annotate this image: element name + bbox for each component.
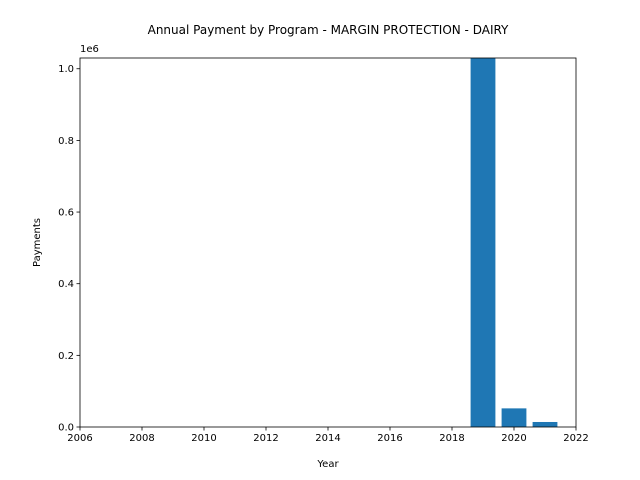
y-tick-label: 0.6 <box>58 208 74 219</box>
bar-2019 <box>470 58 496 427</box>
x-tick-label: 2010 <box>191 433 216 444</box>
y-axis-ticks: 0.0 0.2 0.4 0.6 0.8 1.0 <box>58 64 80 434</box>
x-tick-label: 2012 <box>253 433 278 444</box>
y-tick-label: 0.4 <box>58 279 74 290</box>
y-tick-label: 1.0 <box>58 64 74 75</box>
x-tick-label: 2020 <box>501 433 526 444</box>
y-tick-label: 0.0 <box>58 423 74 434</box>
x-axis-label: Year <box>316 459 339 470</box>
y-tick-label: 0.8 <box>58 136 74 147</box>
x-tick-label: 2014 <box>315 433 340 444</box>
x-tick-label: 2006 <box>67 433 92 444</box>
x-axis-ticks: 2006 2008 2010 2012 2014 2016 2018 2020 2022 <box>67 427 589 444</box>
bar-2020 <box>501 408 527 427</box>
y-tick-label: 0.2 <box>58 351 74 362</box>
bars <box>470 58 558 427</box>
x-tick-label: 2008 <box>129 433 154 444</box>
y-offset-label: 1e6 <box>80 44 99 55</box>
x-tick-label: 2022 <box>563 433 588 444</box>
x-tick-label: 2018 <box>439 433 464 444</box>
plot-frame <box>79 57 577 428</box>
x-tick-label: 2016 <box>377 433 402 444</box>
y-axis-label: Payments <box>32 218 43 267</box>
chart-title: Annual Payment by Program - MARGIN PROTE… <box>148 23 509 37</box>
bar-2021 <box>532 421 558 427</box>
